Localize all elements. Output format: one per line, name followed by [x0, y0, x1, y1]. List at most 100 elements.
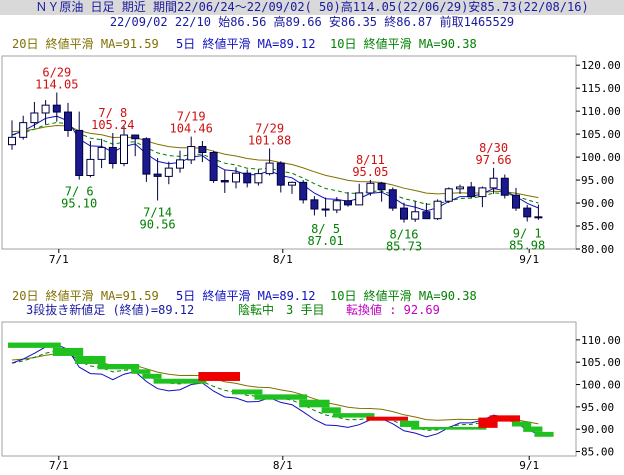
top-y-tick-label: 110.00	[581, 105, 621, 118]
top-y-tick-label: 120.00	[581, 59, 621, 72]
high-annotation-value: 114.05	[35, 78, 78, 92]
candle-body	[355, 192, 364, 206]
candle-body	[500, 177, 509, 196]
bottom-ma5-line	[11, 344, 539, 438]
candle-body	[288, 181, 296, 186]
candle-body	[64, 111, 72, 131]
high-annotation-date: 7/29	[255, 121, 284, 135]
top-y-tick-label: 90.00	[581, 197, 614, 210]
candle-body	[467, 186, 476, 198]
candle-body	[400, 207, 408, 220]
low-annotation-date: 8/16	[390, 228, 419, 242]
kagi-up-block	[366, 416, 408, 421]
bottom-legend-ma20: 20日 終値平滑 MA=91.59	[12, 288, 159, 303]
kagi-down-block	[8, 342, 61, 348]
kagi-state: 陰転中	[238, 302, 274, 317]
high-annotation-value: 101.88	[248, 133, 291, 147]
kagi-down-block	[131, 369, 151, 374]
candle-body	[411, 211, 420, 220]
high-annotation-date: 8/30	[479, 141, 508, 155]
low-annotation-date: 7/14	[143, 205, 172, 219]
candle-body	[388, 189, 397, 209]
candle-body	[433, 200, 442, 220]
candle-body	[142, 138, 151, 175]
candle-body	[52, 104, 61, 113]
kagi-down-block	[523, 426, 543, 432]
candle-body	[377, 182, 386, 191]
bottom-x-tick-label: 9/1	[519, 459, 539, 472]
kagi-down-block	[299, 399, 330, 408]
candle-body	[176, 159, 184, 169]
candle-body	[299, 181, 308, 201]
low-annotation-value: 85.98	[509, 239, 545, 253]
kagi-down-block	[332, 413, 375, 418]
bottom-x-tick-label: 8/1	[273, 459, 293, 472]
top-y-tick-label: 95.00	[581, 174, 614, 187]
low-annotation-date: 7/ 6	[65, 185, 94, 199]
high-annotation-date: 6/29	[42, 66, 71, 80]
kagi-up-block	[198, 372, 240, 381]
candle-body	[86, 158, 95, 176]
kagi-down-block	[97, 363, 140, 370]
low-annotation-date: 8/ 5	[311, 222, 340, 236]
candle-body	[19, 122, 28, 138]
top-x-tick-label: 7/1	[49, 253, 69, 266]
kagi-down-block	[411, 426, 487, 430]
kagi-down-block	[52, 347, 84, 356]
low-annotation-date: 9/ 1	[513, 227, 542, 241]
candle-body	[131, 134, 140, 140]
high-annotation-value: 97.66	[476, 153, 512, 167]
candle-body	[8, 136, 16, 146]
low-annotation-value: 87.01	[308, 234, 344, 248]
top-y-tick-label: 100.00	[581, 151, 621, 164]
top-legend-ma5: 5日 終値平滑 MA=89.12	[176, 36, 315, 51]
high-annotation-value: 105.24	[91, 118, 134, 132]
candle-body	[444, 188, 453, 202]
candle-body	[108, 146, 117, 165]
candle-body	[523, 207, 532, 218]
candle-body	[489, 177, 498, 189]
candle-body	[120, 134, 128, 165]
top-y-tick-label: 80.00	[581, 243, 614, 256]
kagi-down-block	[534, 431, 554, 437]
candle-body	[41, 104, 50, 114]
top-y-tick-label: 85.00	[581, 220, 614, 233]
top-legend-ma20: 20日 終値平滑 MA=91.59	[12, 36, 159, 51]
chart-header-ohlc: 22/09/02 22/10 始86.56 高89.66 安86.35 終86.…	[0, 15, 624, 30]
kagi-down-block	[321, 407, 341, 414]
candle-body	[75, 129, 84, 176]
bottom-legend-ma5: 5日 終値平滑 MA=89.12	[176, 288, 315, 303]
candle-body	[164, 167, 173, 177]
kagi-down-block	[254, 394, 308, 400]
bottom-y-tick-label: 95.00	[581, 401, 614, 414]
bottom-legend-ma10: 10日 終値平滑 MA=90.38	[330, 288, 477, 303]
bottom-y-tick-label: 110.00	[581, 334, 621, 347]
kagi-down-block	[400, 420, 420, 427]
candle-body	[220, 180, 229, 183]
candle-body	[478, 187, 487, 198]
candle-body	[153, 173, 162, 177]
candle-body	[321, 208, 330, 211]
bottom-x-tick-label: 7/1	[49, 459, 69, 472]
plot-layer: 80.00 85.00 90.00 95.00 100.00 105.00 110.00 11…	[1, 55, 621, 472]
bottom-plot-frame	[1, 321, 577, 457]
bottom-y-tick-label: 85.00	[581, 446, 614, 459]
top-x-tick-label: 8/1	[273, 253, 293, 266]
candle-body	[456, 186, 464, 190]
kagi-down-block	[512, 421, 532, 427]
kagi-count: 3 手目	[286, 303, 324, 317]
bottom-y-tick-label: 100.00	[581, 379, 621, 392]
candle-body	[512, 194, 520, 209]
kagi-up-block	[489, 415, 520, 422]
candle-body	[534, 216, 543, 219]
candle-body	[265, 162, 274, 175]
candle-body	[243, 172, 252, 184]
top-plot-frame	[1, 55, 577, 250]
kagi-title: 3段抜き新値足 (終値)=89.12	[26, 302, 194, 317]
candle-body	[187, 146, 196, 161]
low-annotation-value: 95.10	[61, 197, 97, 211]
kagi-down-block	[142, 373, 162, 379]
low-annotation-value: 90.56	[140, 217, 176, 231]
high-annotation-value: 104.46	[170, 122, 213, 136]
